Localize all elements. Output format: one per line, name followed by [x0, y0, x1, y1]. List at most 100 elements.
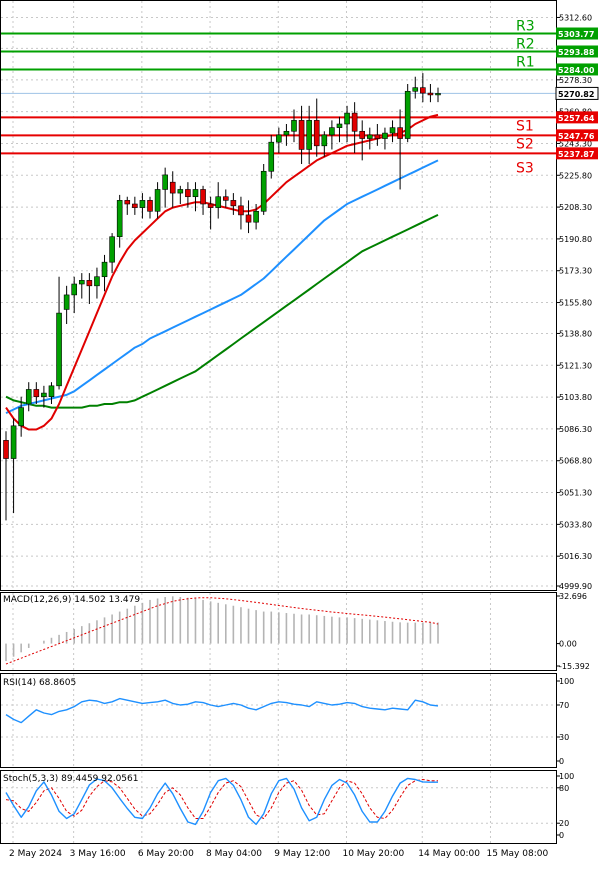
level-price-box: [556, 129, 598, 142]
candle-body: [10, 425, 17, 459]
level-price-box: [556, 63, 598, 76]
candle-body: [420, 87, 426, 94]
macd-y-tick-label: -15.392: [559, 662, 590, 671]
candle-body: [366, 134, 373, 139]
macd-y-tick-label: 0.00: [559, 640, 577, 649]
candle-body: [268, 141, 275, 172]
candle-body: [139, 200, 146, 208]
candle-body: [185, 189, 191, 198]
candle-body: [329, 127, 335, 136]
y-tick-label: 5138.80: [559, 329, 592, 338]
candle-body: [162, 174, 168, 190]
x-tick-label: 14 May 00:00: [418, 849, 480, 859]
candle-body: [200, 189, 206, 205]
candle-body: [18, 407, 24, 427]
x-tick-label: 8 May 04:00: [206, 849, 262, 859]
candle-body: [124, 200, 131, 205]
y-tick-label: 5033.80: [559, 520, 592, 529]
level-price-label: 5247.76: [558, 132, 595, 141]
ma-slow-line: [5, 213, 439, 409]
x-tick-label: 6 May 20:00: [138, 849, 194, 859]
rsi-title: RSI(14) 68.8605: [3, 678, 76, 688]
level-price-label: 5293.88: [558, 48, 595, 57]
candle-body: [230, 200, 237, 207]
stoch-main-line: [5, 777, 438, 826]
level-name-s3: S3: [516, 160, 534, 176]
macd-signal-line: [5, 597, 439, 665]
y-tick-label: 5190.80: [559, 235, 592, 244]
y-tick-label: 4999.90: [559, 582, 592, 591]
candle-body: [389, 127, 396, 134]
candle-body: [245, 214, 252, 223]
level-price-box: [556, 147, 598, 160]
y-tick-label: 5103.80: [559, 393, 592, 402]
level-name-r2: R2: [516, 36, 535, 52]
level-price-label: 5284.00: [558, 66, 595, 75]
y-tick-label: 5312.60: [559, 13, 592, 22]
candle-body: [313, 120, 320, 147]
current-price-label: 5270.82: [558, 90, 594, 99]
candle-body: [147, 200, 153, 212]
level-name-s2: S2: [516, 136, 534, 152]
candle-body: [374, 134, 381, 139]
candle-body: [412, 87, 419, 92]
candle-body: [321, 134, 328, 147]
y-tick-label: 5155.80: [559, 299, 592, 308]
level-name-r1: R1: [516, 54, 535, 70]
rsi-y-tick-label: 70: [559, 701, 569, 710]
level-price-box: [556, 27, 598, 40]
candle-body: [427, 92, 434, 96]
stoch-title: Stoch(5,3,3) 89.4459 92.0561: [3, 774, 138, 784]
candle-body: [253, 210, 259, 223]
candle-body: [382, 132, 388, 139]
y-tick-label: 5208.30: [559, 203, 592, 212]
macd-panel: [5, 596, 439, 665]
candle-body: [25, 389, 32, 405]
rsi-y-tick-label: 30: [559, 733, 569, 742]
candle-body: [41, 392, 47, 398]
candle-body: [351, 112, 358, 132]
x-tick-label: 15 May 08:00: [486, 849, 548, 859]
candle-body: [359, 130, 366, 139]
candle-body: [215, 196, 222, 208]
y-tick-label: 5243.30: [559, 139, 592, 148]
stoch-y-tick-label: 100: [559, 772, 574, 781]
candle-body: [435, 93, 441, 96]
x-tick-label: 3 May 16:00: [70, 849, 126, 859]
stoch-y-tick-label: 0: [559, 831, 564, 840]
candle-body: [207, 203, 214, 208]
rsi-panel: [5, 697, 439, 724]
candle-body: [109, 236, 115, 263]
panel-border-stoch: [0, 770, 557, 844]
level-price-label: 5237.87: [558, 150, 594, 159]
y-tick-label: 5225.80: [559, 171, 592, 180]
stoch-signal-line: [5, 779, 438, 819]
rsi-line: [5, 697, 439, 724]
candle-body: [71, 283, 78, 296]
candle-body: [306, 120, 312, 150]
current-price-box: [555, 86, 599, 100]
candle-body: [3, 440, 9, 459]
candle-body: [169, 181, 176, 194]
candle-body: [397, 127, 403, 139]
level-price-label: 5303.77: [558, 30, 594, 39]
candle-body: [404, 90, 411, 139]
y-tick-label: 5086.30: [559, 425, 592, 434]
stoch-panel: [5, 777, 438, 826]
candle-body: [116, 200, 123, 238]
macd-title: MACD(12,26,9) 14.502 13.479: [3, 595, 140, 605]
grid-lines: [1, 1, 556, 843]
y-tick-label: 5173.30: [559, 267, 592, 276]
level-name-s1: S1: [516, 118, 534, 134]
candle-body: [154, 189, 161, 212]
candle-body: [344, 112, 350, 125]
level-price-box: [556, 111, 598, 124]
candle-body: [283, 130, 290, 136]
candle-body: [56, 312, 62, 387]
candle-body: [336, 123, 343, 128]
candle-body: [33, 389, 40, 398]
y-tick-label: 5051.30: [559, 489, 592, 498]
panel-border-main: [0, 0, 557, 591]
